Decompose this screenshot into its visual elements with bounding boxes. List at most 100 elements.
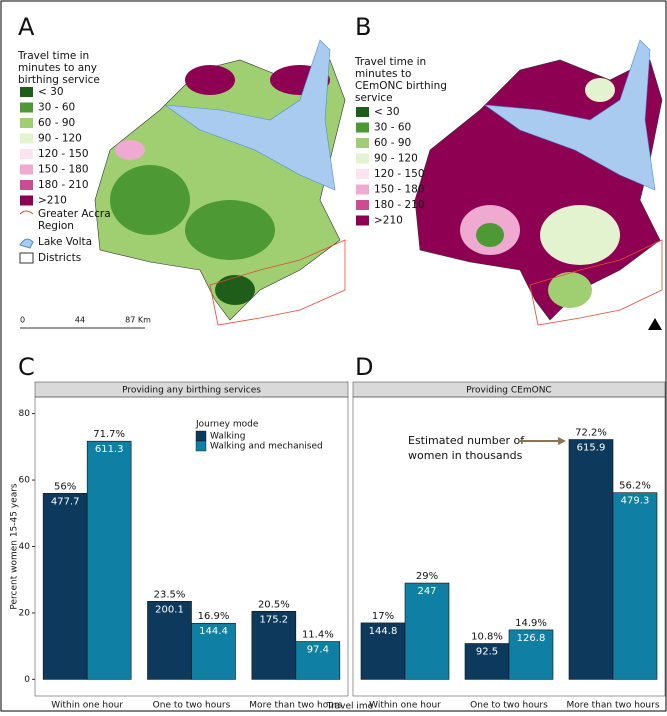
legend-label: 120 - 150	[38, 148, 89, 160]
bar	[191, 622, 236, 680]
legend-title: Travel time in	[354, 56, 426, 68]
legend-label: < 30	[38, 86, 64, 98]
bar	[360, 622, 406, 680]
value-label: 14.9%	[515, 618, 547, 629]
legend-swatch	[20, 87, 33, 97]
legend-label: 60 - 90	[374, 137, 411, 149]
y-tick-label: 40	[19, 542, 31, 552]
legend-label: >210	[38, 195, 67, 207]
count-label: 92.5	[476, 647, 498, 658]
legend-swatch	[195, 440, 207, 452]
map-b	[414, 39, 663, 330]
legend-title: Travel time in	[17, 50, 89, 62]
panel-letter: A	[18, 13, 35, 41]
chart-title: Providing any birthing services	[122, 386, 261, 396]
value-label: 11.4%	[302, 630, 334, 641]
legend-label: 180 - 210	[374, 199, 425, 211]
value-label: 17%	[372, 611, 394, 622]
count-label: 144.4	[199, 626, 228, 637]
x-axis-label: Travel ime	[326, 702, 374, 712]
legend-label: 30 - 60	[38, 102, 75, 114]
legend-swatch	[356, 169, 369, 179]
legend-swatch	[195, 430, 207, 442]
legend-swatch	[20, 133, 33, 144]
legend-symbol	[19, 238, 34, 249]
value-label: 72.2%	[575, 428, 607, 439]
count-label: 144.8	[369, 626, 398, 637]
count-label: 97.4	[307, 645, 329, 656]
count-label: 175.2	[260, 614, 289, 625]
value-label: 16.9%	[198, 611, 230, 622]
x-tick-label: Within one hour	[51, 701, 123, 711]
bar	[404, 582, 450, 680]
bar	[42, 493, 88, 680]
legend-symbol	[19, 252, 34, 264]
scale-label: 87 Km	[125, 316, 151, 325]
bar	[568, 439, 614, 680]
annotation: Estimated number of	[408, 434, 525, 447]
count-label: 611.3	[95, 444, 124, 455]
legend-swatch	[20, 102, 33, 113]
legend-label: 30 - 60	[374, 122, 411, 134]
legend-title: minutes to any	[18, 62, 97, 74]
annotation-arrowhead	[558, 437, 566, 445]
legend-swatch	[20, 195, 33, 206]
y-tick-label: 80	[19, 409, 31, 419]
y-tick-label: 60	[19, 476, 31, 486]
panel-letter: D	[355, 353, 373, 381]
x-tick-label: Within one hour	[369, 701, 441, 711]
chart-title: Providing CEmONC	[466, 386, 551, 396]
count-label: 615.9	[577, 443, 606, 454]
value-label: 10.8%	[471, 632, 503, 643]
legend-title: service	[355, 92, 393, 104]
bar	[612, 492, 658, 680]
x-tick-label: More than two hours	[566, 701, 659, 711]
bar	[251, 610, 297, 680]
annotation: women in thousands	[408, 449, 523, 462]
legend-label: Lake Volta	[38, 236, 92, 248]
legend-symbol	[19, 210, 34, 215]
x-tick-label: One to two hours	[470, 701, 548, 711]
value-label: 29%	[416, 571, 438, 582]
count-label: 479.3	[621, 496, 650, 507]
value-label: 23.5%	[154, 589, 186, 600]
legend-label: 150 - 180	[374, 184, 425, 196]
legend-swatch	[356, 122, 369, 133]
legend-swatch	[356, 184, 369, 195]
legend-title: Journey mode	[195, 420, 259, 430]
legend-swatch	[356, 107, 369, 117]
legend-swatch	[356, 153, 369, 164]
legend-label: 120 - 150	[374, 168, 425, 180]
legend-label: < 30	[374, 106, 400, 118]
bar	[86, 440, 132, 680]
bar	[508, 629, 554, 680]
x-tick-label: One to two hours	[153, 701, 231, 711]
count-label: 477.7	[51, 496, 80, 507]
legend-swatch	[20, 164, 33, 175]
value-label: 71.7%	[93, 429, 125, 440]
x-tick-label: More than two hours	[249, 701, 342, 711]
legend-swatch	[20, 118, 33, 128]
bar	[147, 601, 192, 680]
legend-swatch	[20, 180, 33, 190]
count-label: 247	[417, 586, 436, 597]
count-label: 126.8	[517, 633, 546, 644]
panel-letter: C	[18, 353, 35, 381]
map-a	[20, 39, 346, 329]
y-axis-label: Percent women 15-45 years	[10, 483, 20, 610]
panel-letter: B	[355, 13, 371, 41]
bar	[295, 641, 341, 680]
count-label: 200.1	[155, 604, 184, 615]
legend-label: Walking	[210, 432, 245, 442]
scale-label: 44	[75, 316, 85, 325]
legend-label: Walking and mechanised	[210, 442, 323, 452]
y-tick-label: 20	[19, 608, 31, 618]
plot-frame	[352, 396, 666, 697]
legend-label: >210	[374, 215, 403, 227]
scale-label: 0	[20, 316, 25, 325]
legend-label: 180 - 210	[38, 179, 89, 191]
legend-label: 60 - 90	[38, 117, 75, 129]
y-tick-label: 0	[24, 675, 30, 685]
